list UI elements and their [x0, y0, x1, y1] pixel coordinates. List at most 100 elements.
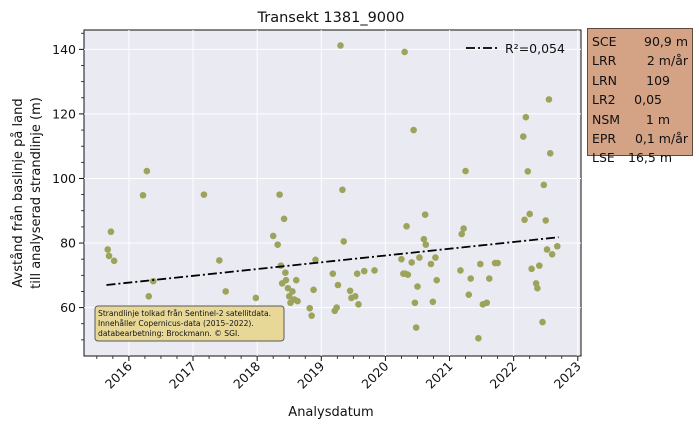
stat-key: SCE — [592, 34, 617, 49]
data-point — [524, 168, 532, 175]
stat-value: 16,5 m — [628, 150, 672, 166]
data-point — [429, 298, 437, 306]
data-point — [252, 294, 260, 302]
data-point — [539, 318, 546, 326]
x-tick-label: 2019 — [294, 358, 327, 391]
data-point — [522, 113, 530, 121]
y-tick-label: 120 — [52, 106, 76, 121]
data-point — [412, 324, 420, 331]
data-point — [411, 299, 419, 307]
data-point — [416, 254, 423, 261]
data-point — [462, 167, 469, 175]
data-point — [494, 259, 501, 267]
stat-key: LR2 — [592, 92, 616, 108]
data-point — [312, 256, 319, 264]
y-axis: 60 80 100 120 140 — [52, 32, 84, 341]
stat-row-lrr: LRR 2 m/år — [592, 51, 692, 70]
stat-key: LRR — [592, 53, 617, 69]
stat-row-nsm: NSM 1 m — [592, 110, 692, 129]
data-point — [216, 257, 223, 264]
stat-row-epr: EPR 0,1 m/år — [592, 129, 692, 148]
data-point — [282, 276, 290, 284]
data-point — [310, 286, 317, 294]
data-point — [139, 191, 147, 199]
data-point — [546, 149, 554, 157]
stat-row-lrn: LRN 109 — [592, 71, 692, 90]
data-point — [294, 297, 301, 305]
x-tick-label: 2023 — [551, 359, 584, 392]
y-axis-label-line-1: Avstånd från baslinje på land — [11, 98, 26, 287]
stat-value: 90,9 m — [644, 34, 688, 49]
data-point — [534, 284, 541, 292]
statistics-box: SCE 90,9 m LRR 2 m/år LRN 109 LR2 0,05 N… — [587, 28, 693, 165]
data-point — [475, 334, 482, 342]
data-point — [280, 215, 288, 223]
data-point — [351, 292, 359, 300]
data-point — [340, 238, 348, 245]
data-point — [519, 133, 527, 140]
data-point — [421, 211, 429, 218]
data-point — [333, 304, 340, 311]
data-point — [410, 126, 417, 134]
data-note-line-1: Strandlinje tolkad från Sentinel-2 satel… — [98, 309, 271, 318]
x-tick-label: 2020 — [358, 358, 391, 391]
stat-key: LSE — [592, 150, 615, 166]
data-point — [467, 275, 474, 282]
data-point — [433, 276, 441, 284]
stat-value: 0,1 m/år — [634, 130, 688, 146]
data-point — [222, 288, 230, 295]
trend-line — [106, 236, 559, 286]
data-point — [408, 259, 415, 266]
x-tick-label: 2022 — [487, 359, 520, 392]
data-point — [398, 255, 405, 263]
x-tick-label: 2018 — [230, 358, 263, 391]
stat-value: 0,05 — [634, 92, 662, 108]
data-point — [477, 260, 484, 268]
data-note-line-3: databearbetning: Brockmann. © SGI. — [98, 329, 240, 338]
y-tick-label: 80 — [60, 236, 76, 251]
data-point — [548, 251, 556, 258]
data-point — [105, 252, 113, 260]
data-point — [104, 246, 112, 253]
data-note: Strandlinje tolkad från Sentinel-2 satel… — [94, 305, 285, 342]
data-note-box — [94, 305, 285, 342]
data-point — [485, 275, 493, 282]
data-point — [334, 281, 342, 289]
stat-value: 109 — [646, 72, 670, 88]
data-point — [521, 216, 528, 224]
data-point — [543, 246, 551, 253]
x-axis: 2016 2017 2018 2019 2020 2021 2022 2023 — [96, 356, 584, 392]
legend: R²=0,054 — [466, 41, 565, 56]
data-point — [371, 267, 378, 274]
stat-key: NSM — [592, 111, 621, 127]
data-point — [149, 277, 157, 285]
y-tick-label: 60 — [60, 300, 76, 315]
plot-area — [83, 29, 582, 357]
y-tick-label: 140 — [52, 42, 76, 57]
x-tick-label: 2017 — [166, 359, 199, 392]
stat-row-lr2: LR2 0,05 — [592, 90, 692, 109]
data-point — [483, 299, 491, 307]
y-tick-label: 100 — [52, 171, 76, 186]
data-point — [200, 191, 208, 198]
stat-key: EPR — [592, 130, 617, 146]
data-point — [339, 186, 346, 194]
legend-label: R²=0,054 — [505, 41, 565, 56]
data-point — [289, 288, 296, 295]
data-point — [274, 241, 281, 248]
data-point — [420, 235, 428, 243]
data-point — [269, 232, 277, 240]
data-point — [553, 242, 561, 250]
stat-row-lse: LSE 16,5 m — [592, 148, 692, 167]
data-point — [337, 42, 344, 49]
stat-value: 1 m — [645, 111, 670, 127]
data-point — [145, 292, 153, 300]
data-point — [276, 191, 283, 198]
data-point — [329, 270, 337, 277]
data-point — [401, 48, 408, 56]
data-point — [292, 276, 300, 284]
data-point — [526, 210, 533, 218]
data-point — [285, 292, 293, 300]
data-point — [107, 228, 115, 236]
data-point — [143, 167, 151, 175]
